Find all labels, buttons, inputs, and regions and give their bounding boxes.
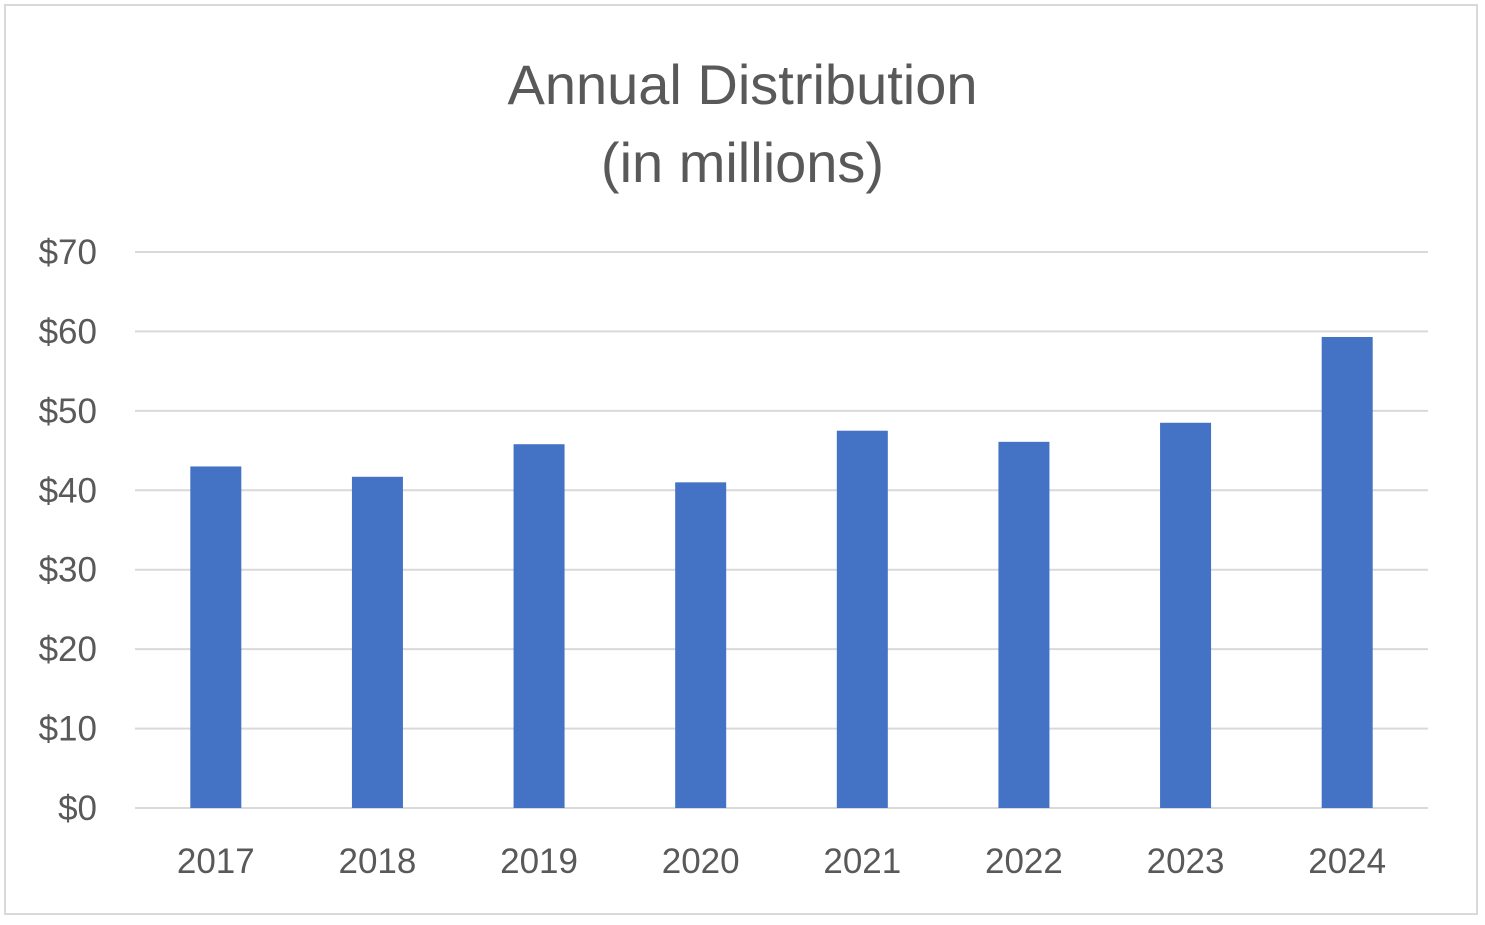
x-tick-label: 2022 bbox=[985, 842, 1063, 881]
bar-2024 bbox=[1321, 336, 1373, 808]
y-tick-label: $30 bbox=[39, 551, 97, 590]
x-tick-label: 2021 bbox=[823, 842, 901, 881]
y-tick-label: $70 bbox=[39, 233, 97, 272]
bar-2020 bbox=[675, 482, 727, 808]
x-tick-label: 2020 bbox=[662, 842, 740, 881]
y-tick-label: $20 bbox=[39, 630, 97, 669]
x-tick-label: 2023 bbox=[1147, 842, 1225, 881]
chart-title-line-1: Annual Distribution bbox=[507, 53, 978, 116]
x-tick-label: 2024 bbox=[1308, 842, 1386, 881]
bar-2018 bbox=[351, 476, 403, 808]
y-axis-labels: $0 $10 $20 $30 $40 $50 $60 $70 bbox=[39, 233, 97, 828]
y-tick-label: $50 bbox=[39, 392, 97, 431]
gridlines bbox=[135, 251, 1428, 809]
bar-2023 bbox=[1160, 422, 1212, 808]
x-axis-labels: 2017 2018 2019 2020 2021 2022 2023 2024 bbox=[177, 842, 1386, 881]
bar-2021 bbox=[836, 430, 888, 808]
x-tick-label: 2017 bbox=[177, 842, 255, 881]
bar-2022 bbox=[998, 441, 1050, 808]
y-tick-label: $10 bbox=[39, 710, 97, 749]
x-tick-label: 2019 bbox=[500, 842, 578, 881]
bars bbox=[190, 336, 1373, 808]
chart-title-line-2: (in millions) bbox=[600, 131, 885, 194]
y-tick-label: $60 bbox=[39, 312, 97, 351]
bar-2017 bbox=[190, 466, 242, 808]
x-tick-label: 2018 bbox=[339, 842, 417, 881]
chart-frame bbox=[4, 4, 1478, 915]
y-tick-label: $40 bbox=[39, 471, 97, 510]
y-tick-label: $0 bbox=[58, 789, 97, 828]
chart-title: Annual Distribution (in millions) bbox=[0, 46, 1485, 202]
bar-2019 bbox=[513, 444, 565, 808]
